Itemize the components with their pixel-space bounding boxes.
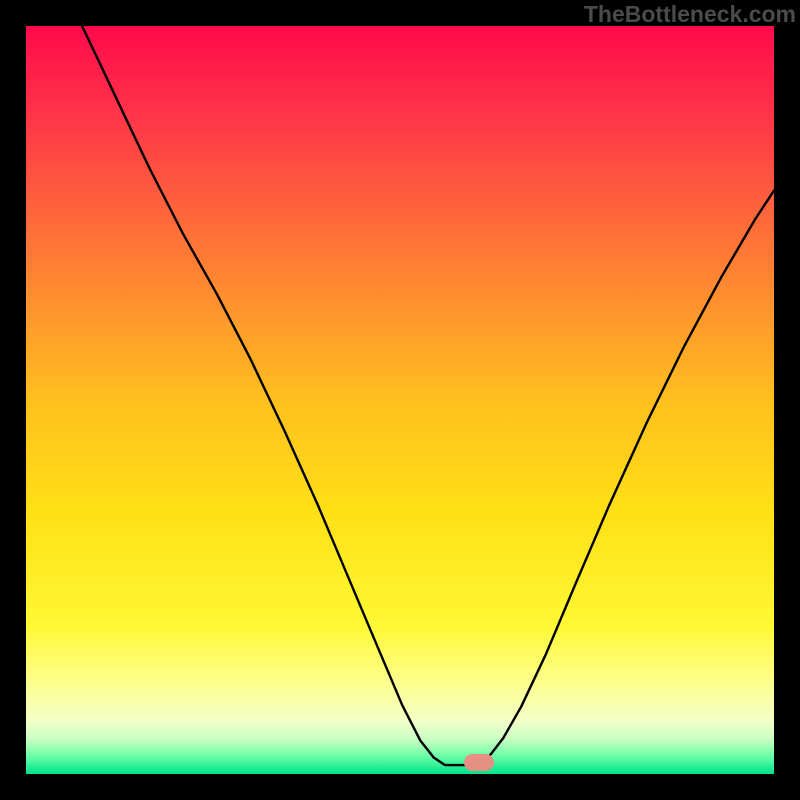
chart-container: TheBottleneck.com bbox=[0, 0, 800, 800]
watermark-text: TheBottleneck.com bbox=[584, 1, 796, 28]
frame-border-right bbox=[774, 0, 800, 800]
optimal-point-marker bbox=[464, 754, 494, 771]
bottleneck-curve bbox=[26, 26, 774, 774]
plot-area bbox=[26, 26, 774, 774]
frame-border-bottom bbox=[0, 774, 800, 800]
frame-border-left bbox=[0, 0, 26, 800]
